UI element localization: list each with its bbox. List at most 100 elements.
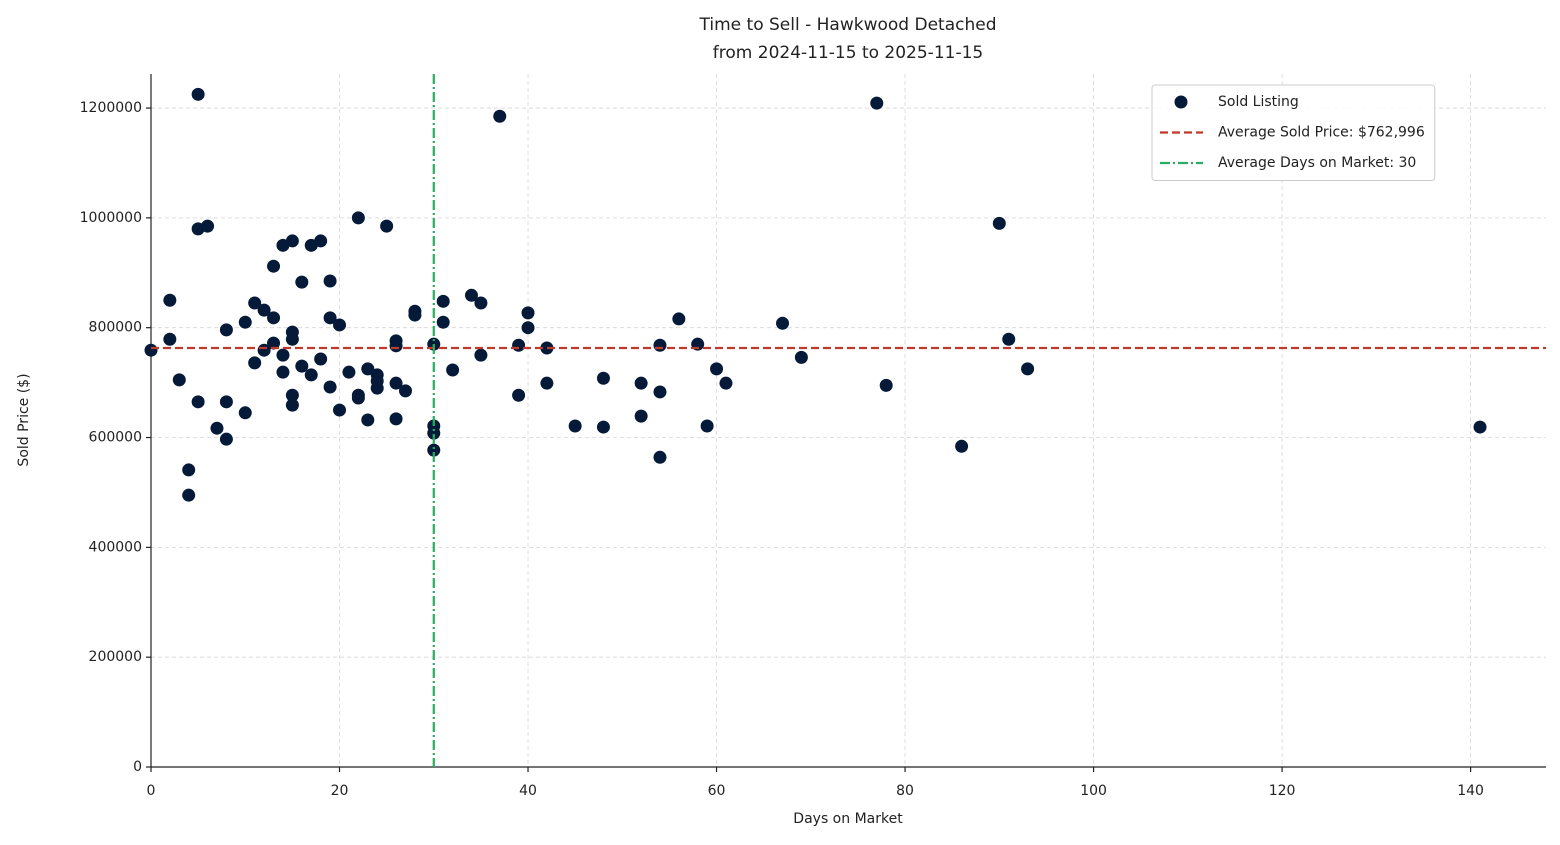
scatter-point <box>238 315 252 329</box>
scatter-point <box>191 87 205 101</box>
scatter-point <box>521 321 535 335</box>
y-tick-label: 600000 <box>89 430 142 446</box>
scatter-point <box>464 288 478 302</box>
scatter-point <box>408 308 422 322</box>
scatter-point <box>370 381 384 395</box>
scatter-point <box>398 384 412 398</box>
scatter-point <box>710 362 724 376</box>
scatter-point <box>219 395 233 409</box>
scatter-point <box>436 294 450 308</box>
scatter-point <box>191 395 205 409</box>
scatter-point <box>351 391 365 405</box>
scatter-point <box>248 356 262 370</box>
y-tick-label: 200000 <box>89 649 142 665</box>
scatter-point <box>285 332 299 346</box>
scatter-point <box>879 378 893 392</box>
scatter-point <box>512 388 526 402</box>
scatter-point <box>219 323 233 337</box>
legend: Sold Listing Average Sold Price: $762,996… <box>1151 84 1436 181</box>
scatter-point <box>512 338 526 352</box>
scatter-point <box>285 388 299 402</box>
scatter-point <box>474 296 488 310</box>
scatter-point <box>427 426 441 440</box>
scatter-point <box>521 306 535 320</box>
legend-marker <box>1174 95 1188 109</box>
scatter-point <box>144 343 158 357</box>
scatter-point <box>389 412 403 426</box>
scatter-point <box>672 312 686 326</box>
x-tick-label: 140 <box>1457 783 1484 799</box>
scatter-point <box>1473 420 1487 434</box>
scatter-point <box>182 463 196 477</box>
scatter-point <box>474 348 488 362</box>
legend-label: Average Days on Market: 30 <box>1218 155 1416 171</box>
scatter-point <box>333 318 347 332</box>
scatter-point <box>389 376 403 390</box>
scatter-point <box>540 341 554 355</box>
scatter-point <box>493 109 507 123</box>
scatter-point <box>285 234 299 248</box>
scatter-point <box>436 315 450 329</box>
scatter-point <box>870 96 884 110</box>
x-tick-label: 80 <box>896 783 914 799</box>
scatter-point <box>719 376 733 390</box>
x-tick-label: 100 <box>1080 783 1107 799</box>
scatter-point <box>219 432 233 446</box>
scatter-point <box>182 488 196 502</box>
scatter-point <box>257 303 271 317</box>
y-tick-label: 1200000 <box>80 100 142 116</box>
chart-subtitle: from 2024-11-15 to 2025-11-15 <box>713 43 983 63</box>
scatter-point <box>1002 332 1016 346</box>
legend-label: Average Sold Price: $762,996 <box>1218 125 1425 141</box>
scatter-point <box>653 450 667 464</box>
scatter-point <box>380 219 394 233</box>
y-tick-label: 400000 <box>89 539 142 555</box>
scatter-point <box>276 365 290 379</box>
scatter-point <box>992 216 1006 230</box>
scatter-point <box>361 362 375 376</box>
scatter-point <box>351 211 365 225</box>
x-tick-label: 40 <box>519 783 537 799</box>
scatter-point <box>653 338 667 352</box>
scatter-point <box>323 380 337 394</box>
y-tick-label: 1000000 <box>80 210 142 226</box>
x-tick-label: 120 <box>1269 783 1296 799</box>
y-axis-label: Sold Price ($) <box>16 373 32 466</box>
scatter-point <box>596 420 610 434</box>
scatter-point <box>323 311 337 325</box>
scatter-point <box>634 409 648 423</box>
scatter-point <box>653 385 667 399</box>
chart-title: Time to Sell - Hawkwood Detached <box>699 15 997 35</box>
scatter-point <box>285 398 299 412</box>
scatter-point <box>361 413 375 427</box>
scatter-point <box>446 363 460 377</box>
scatter-point <box>304 368 318 382</box>
scatter-point <box>248 296 262 310</box>
scatter-point <box>267 311 281 325</box>
scatter-point <box>210 421 224 435</box>
scatter-point <box>389 339 403 353</box>
scatter-point <box>955 439 969 453</box>
x-tick-label: 60 <box>708 783 726 799</box>
scatter-point <box>295 275 309 289</box>
scatter-point <box>267 259 281 273</box>
scatter-point <box>342 365 356 379</box>
scatter-point <box>163 293 177 307</box>
y-tick-label: 0 <box>133 759 142 775</box>
x-tick-label: 0 <box>147 783 156 799</box>
scatter-point <box>323 274 337 288</box>
scatter-point <box>700 419 714 433</box>
scatter-point <box>163 332 177 346</box>
legend-label: Sold Listing <box>1218 94 1299 110</box>
scatter-point <box>596 371 610 385</box>
scatter-point <box>201 219 215 233</box>
scatter-point <box>295 359 309 373</box>
scatter-point <box>776 316 790 330</box>
scatter-point <box>634 376 648 390</box>
legend-box <box>1151 84 1436 181</box>
x-axis-label: Days on Market <box>793 811 903 827</box>
scatter-point <box>276 348 290 362</box>
scatter-point <box>267 336 281 350</box>
scatter-point <box>1021 362 1035 376</box>
